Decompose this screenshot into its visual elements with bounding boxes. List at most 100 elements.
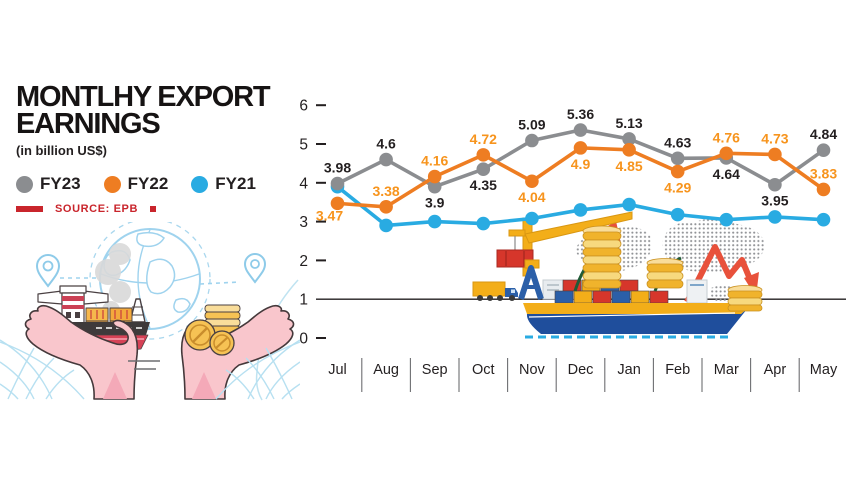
data-label: 4.29 (664, 180, 691, 196)
data-point (330, 179, 345, 194)
source-row: SOURCE: EPB (16, 203, 296, 215)
series-fy23: 3.98 4.6 3.9 4.35 5.09 5.36 5.13 4.63 4.64 3.95 4.… (324, 106, 837, 211)
source-label: SOURCE: EPB (55, 203, 138, 215)
data-point (768, 147, 782, 162)
location-pin-right-icon (243, 253, 267, 284)
data-point (427, 214, 442, 229)
port-crane-icon (496, 211, 633, 300)
legend-dot-icon (103, 175, 121, 193)
data-label: 4.64 (713, 166, 740, 182)
x-axis-month-label: Mar (714, 362, 739, 378)
x-axis-month-label: May (810, 362, 838, 378)
data-point (573, 141, 588, 155)
zigzag-arrow-icon (684, 244, 759, 304)
legend-item-fy21: FY21 (191, 174, 256, 194)
y-axis-tick-label: 0 (299, 331, 308, 348)
port-buildings (542, 279, 582, 300)
data-point (622, 143, 636, 157)
coins-icon (184, 319, 235, 356)
source-bar-icon (16, 206, 43, 212)
data-point (768, 177, 782, 192)
decorative-arc (255, 279, 299, 401)
left-panel: MONTLHY EXPORT EARNINGS (in billion US$)… (16, 81, 296, 215)
green-derrick (573, 248, 604, 292)
y-axis-tick-label: 4 (299, 175, 308, 192)
x-axis-month-label: Nov (519, 362, 546, 378)
globe-icon (89, 222, 211, 340)
legend-item-fy23: FY23 (16, 174, 81, 194)
series-fy21 (330, 179, 831, 233)
container-ship-icon (523, 248, 747, 339)
data-point (476, 216, 491, 231)
x-axis-month-label: Aug (373, 362, 399, 378)
data-point (816, 182, 831, 197)
source-square-icon (150, 206, 156, 212)
growth-arrow-up-icon (583, 221, 621, 278)
y-axis-tick-label: 2 (299, 253, 308, 270)
data-point (670, 151, 685, 166)
grid-arcs-left (0, 339, 85, 400)
data-label: 4.6 (376, 136, 396, 152)
data-label: 5.09 (518, 117, 545, 133)
data-point (768, 210, 782, 224)
legend-dot-icon (191, 175, 209, 193)
data-label: 3.9 (425, 195, 445, 211)
data-label: 3.98 (324, 160, 351, 176)
dotted-world-map (575, 218, 765, 304)
data-point (719, 151, 734, 165)
legend-item-fy22: FY22 (103, 174, 169, 194)
data-point (525, 174, 539, 189)
data-label: 4.84 (810, 126, 837, 142)
data-point (622, 132, 636, 146)
data-label: 3.95 (761, 193, 788, 209)
data-point (476, 162, 491, 177)
data-label: 4.73 (761, 130, 788, 146)
data-point (719, 146, 734, 161)
data-label: 3.47 (316, 207, 343, 223)
location-pin-left-icon (35, 254, 61, 288)
data-point (573, 203, 588, 217)
data-point (670, 207, 685, 222)
hands-globe-ship-illustration (0, 222, 300, 401)
coin-stack-icon (204, 304, 241, 347)
data-label: 4.9 (571, 156, 591, 172)
data-point (427, 169, 442, 184)
data-point (816, 143, 831, 158)
data-label: 4.72 (470, 131, 497, 147)
data-point (719, 212, 734, 227)
y-axis-tick-label: 6 (299, 98, 308, 115)
page-title: MONTLHY EXPORT EARNINGS (16, 81, 296, 140)
data-point (330, 196, 345, 211)
x-axis-month-label: Feb (665, 362, 690, 378)
x-axis-month-label: Jul (328, 362, 347, 378)
truck-icon (472, 281, 518, 301)
legend-label: FY22 (127, 174, 169, 193)
data-point (816, 212, 831, 227)
left-hand (24, 304, 139, 400)
x-axis-month-label: Sep (422, 362, 448, 378)
series-line (335, 184, 826, 228)
dashed-route-right (199, 281, 241, 285)
legend-dot-icon (16, 175, 33, 193)
coin-stacks-icon (582, 225, 763, 312)
series-line (335, 146, 826, 209)
data-label: 4.04 (518, 189, 545, 205)
grid-arcs-right (215, 339, 300, 400)
data-point (525, 211, 539, 226)
title-line-1: MONTLHY EXPORT (16, 81, 271, 113)
data-point (379, 152, 393, 167)
title-line-2: EARNINGS (16, 108, 161, 140)
motion-dashes (128, 360, 160, 370)
data-point (427, 179, 442, 194)
chart-legend: FY23 FY22 FY21 (16, 174, 296, 194)
data-point (379, 218, 393, 233)
x-axis-month-label: Jan (617, 362, 640, 378)
x-axis-month-label: Oct (472, 362, 495, 378)
data-point (379, 200, 393, 214)
data-point (573, 123, 588, 137)
data-point (622, 197, 636, 212)
data-label: 4.16 (421, 153, 448, 169)
